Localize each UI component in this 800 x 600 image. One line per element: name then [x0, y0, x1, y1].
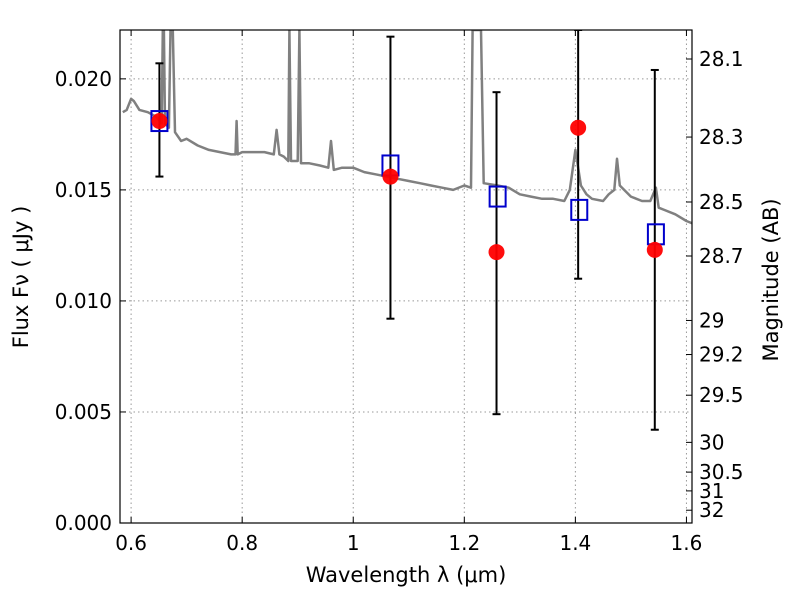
observed-point-marker	[382, 168, 399, 185]
model-square-marker	[570, 198, 589, 221]
model-photometry-markers	[150, 110, 665, 246]
grid-lines	[120, 30, 692, 524]
right-tick-label: 31	[699, 479, 724, 503]
y-tick-label: 0.010	[55, 289, 112, 313]
right-tick-label: 29	[699, 308, 724, 332]
right-tick-label: 30.5	[699, 460, 744, 484]
x-axis-ticks: 0.6 0.8 1 1.2 1.4 1.6	[115, 30, 702, 555]
right-tick-label: 28.5	[699, 190, 744, 214]
x-tick-label: 1	[347, 531, 360, 555]
right-tick-label: 29.5	[699, 383, 744, 407]
right-tick-label: 32	[699, 498, 724, 522]
y-tick-label: 0.000	[55, 511, 112, 535]
right-tick-label: 30	[699, 430, 724, 454]
x-tick-label: 1.4	[559, 531, 591, 555]
y-axis-ticks: 0.000 0.005 0.010 0.015 0.020	[55, 67, 126, 535]
observed-photometry-markers	[151, 113, 663, 261]
right-axis-label: Magnitude (AB)	[759, 198, 783, 361]
observed-point-marker	[151, 113, 168, 130]
y-axis-label: Flux Fν ( μJy )	[9, 206, 33, 349]
right-tick-label: 28.7	[699, 244, 744, 268]
x-tick-label: 0.6	[115, 531, 147, 555]
right-tick-label: 28.3	[699, 125, 744, 149]
y-tick-label: 0.005	[55, 400, 112, 424]
y-tick-label: 0.020	[55, 67, 112, 91]
observed-point-marker	[488, 244, 505, 261]
plot-area	[122, 30, 692, 431]
right-tick-label: 28.1	[699, 47, 744, 71]
y-tick-label: 0.015	[55, 178, 112, 202]
model-square-marker	[646, 223, 665, 246]
observed-point-marker	[570, 119, 587, 136]
x-tick-label: 1.2	[448, 531, 480, 555]
right-tick-label: 29.2	[699, 343, 744, 367]
x-axis-label: Wavelength λ (μm)	[306, 563, 507, 587]
x-tick-label: 0.8	[226, 531, 258, 555]
error-bars	[155, 30, 659, 431]
observed-point-marker	[646, 241, 663, 258]
model-square-marker	[488, 185, 507, 208]
x-tick-label: 1.6	[671, 531, 703, 555]
plot-frame	[119, 29, 693, 524]
model-spectrum-line	[122, 30, 692, 225]
